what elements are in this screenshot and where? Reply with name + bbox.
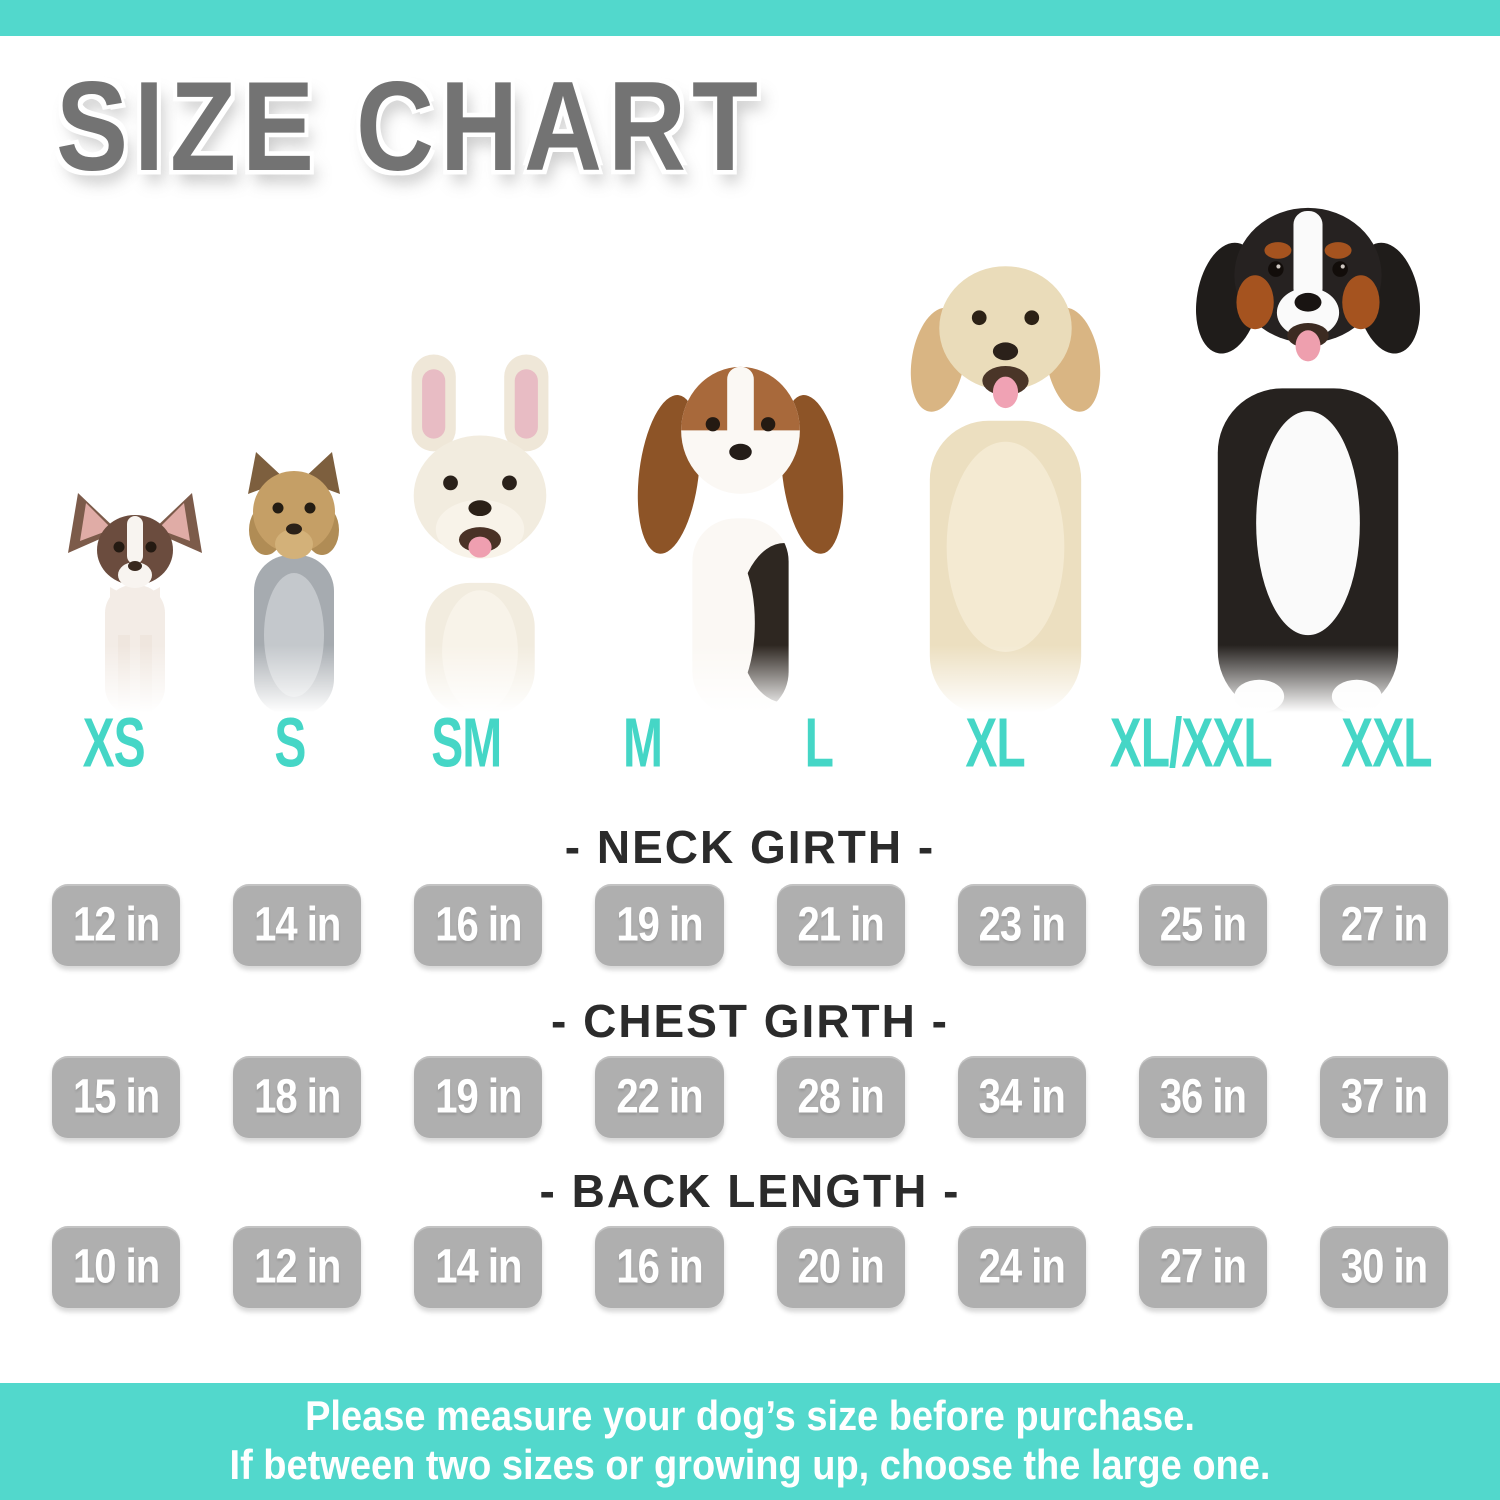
back-length-value-text: 16 in: [616, 1240, 703, 1293]
neck-girth-value-text: 21 in: [797, 898, 884, 951]
yorkshire-terrier-dog-icon: [248, 452, 340, 715]
beagle-dog-icon: [637, 366, 844, 715]
dog-lineup: [60, 190, 1440, 715]
neck-girth-value-text: 27 in: [1340, 898, 1428, 951]
back-length-value: 16 in: [595, 1226, 724, 1308]
chest-girth-value: 19 in: [414, 1056, 543, 1138]
chest-girth-value: 22 in: [595, 1056, 724, 1138]
chest-girth-value: 36 in: [1138, 1056, 1267, 1138]
top-teal-band: [0, 0, 1500, 36]
chest-girth-value: 28 in: [776, 1056, 905, 1138]
footer-line-1: Please measure your dog’s size before pu…: [305, 1393, 1195, 1440]
back-length-value: 30 in: [1319, 1226, 1448, 1308]
neck-girth-value: 12 in: [52, 884, 181, 966]
chest-girth-value-text: 28 in: [797, 1070, 884, 1123]
back-length-row: 10 in 12 in 14 in 16 in 20 in 24 in 27 i…: [52, 1226, 1448, 1308]
back-length-value-text: 12 in: [254, 1240, 341, 1293]
neck-girth-row: 12 in 14 in 16 in 19 in 21 in 23 in 25 i…: [52, 884, 1448, 966]
size-labels-row: XS S SM M L XL XL/XXL XXL: [52, 706, 1448, 784]
size-label-s: S: [274, 705, 306, 783]
chest-girth-value-text: 22 in: [616, 1070, 703, 1123]
back-length-value: 12 in: [233, 1226, 362, 1308]
back-length-value: 20 in: [776, 1226, 905, 1308]
footer-note-band: Please measure your dog’s size before pu…: [0, 1383, 1500, 1500]
neck-girth-value: 21 in: [776, 884, 905, 966]
neck-girth-value-text: 19 in: [616, 898, 703, 951]
size-label-sm: SM: [431, 705, 502, 783]
neck-girth-value: 23 in: [957, 884, 1086, 966]
golden-retriever-dog-icon: [910, 266, 1101, 715]
neck-girth-value: 25 in: [1138, 884, 1267, 966]
chest-girth-value-text: 15 in: [72, 1070, 160, 1123]
neck-girth-value-text: 16 in: [435, 898, 522, 951]
chest-girth-row: 15 in 18 in 19 in 22 in 28 in 34 in 36 i…: [52, 1056, 1448, 1138]
chest-girth-value: 37 in: [1319, 1056, 1448, 1138]
back-length-value-text: 30 in: [1340, 1240, 1428, 1293]
size-label-l: L: [804, 705, 834, 783]
chest-girth-value-text: 36 in: [1159, 1070, 1247, 1123]
chest-girth-value: 18 in: [233, 1056, 362, 1138]
chest-girth-value-text: 18 in: [254, 1070, 341, 1123]
neck-girth-value-text: 14 in: [254, 898, 341, 951]
back-length-heading: - BACK LENGTH -: [539, 1165, 961, 1217]
back-length-value-text: 24 in: [978, 1240, 1066, 1293]
chest-girth-value-text: 37 in: [1340, 1070, 1428, 1123]
neck-girth-value: 19 in: [595, 884, 724, 966]
back-length-value-text: 20 in: [797, 1240, 884, 1293]
neck-girth-value-text: 23 in: [978, 898, 1066, 951]
neck-girth-value: 16 in: [414, 884, 543, 966]
neck-girth-value: 14 in: [233, 884, 362, 966]
page-title: SIZE CHART: [56, 54, 764, 198]
footer-line-2: If between two sizes or growing up, choo…: [229, 1442, 1271, 1489]
back-length-value-text: 10 in: [72, 1240, 160, 1293]
chest-girth-value-text: 34 in: [978, 1070, 1066, 1123]
back-length-value: 27 in: [1138, 1226, 1267, 1308]
chest-girth-heading: - CHEST GIRTH -: [551, 995, 949, 1047]
size-label-xl: XL: [965, 705, 1025, 783]
back-length-value-text: 27 in: [1159, 1240, 1247, 1293]
back-length-value-text: 14 in: [435, 1240, 522, 1293]
neck-girth-value-text: 25 in: [1159, 898, 1247, 951]
chest-girth-value: 15 in: [52, 1056, 181, 1138]
neck-girth-value: 27 in: [1319, 884, 1448, 966]
french-bulldog-dog-icon: [411, 354, 549, 715]
size-label-m: M: [622, 705, 663, 783]
size-label-xxl: XXL: [1341, 705, 1432, 783]
back-length-value: 10 in: [52, 1226, 181, 1308]
chest-girth-value: 34 in: [957, 1056, 1086, 1138]
back-length-value: 14 in: [414, 1226, 543, 1308]
neck-girth-value-text: 12 in: [72, 898, 160, 951]
size-label-xs: XS: [82, 705, 146, 783]
chihuahua-dog-icon: [68, 493, 202, 715]
chest-girth-value-text: 19 in: [435, 1070, 522, 1123]
back-length-value: 24 in: [957, 1226, 1086, 1308]
bernese-mountain-dog-icon: [1196, 207, 1420, 715]
neck-girth-heading: - NECK GIRTH -: [564, 821, 936, 873]
size-label-xl-xxl: XL/XXL: [1109, 705, 1273, 783]
